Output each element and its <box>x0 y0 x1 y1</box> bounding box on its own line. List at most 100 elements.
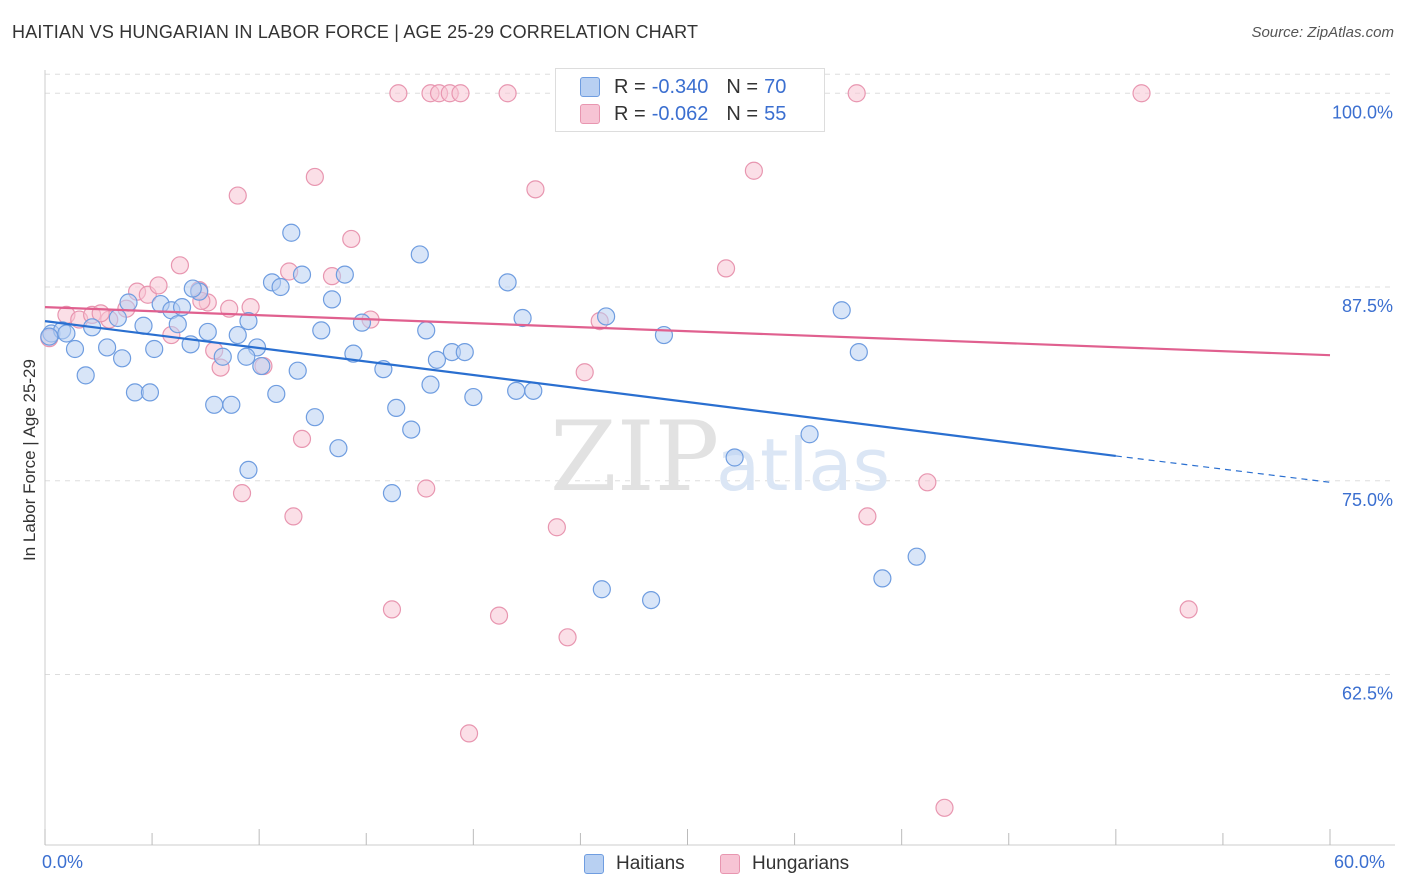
legend-n-label: N = <box>726 102 759 125</box>
hungarian-point-17 <box>228 186 247 205</box>
hungarian-point-25 <box>342 229 361 249</box>
haitian-point-20 <box>198 322 217 342</box>
hungarian-point-37 <box>526 180 545 199</box>
haitian-point-68 <box>237 347 256 366</box>
y-tick-label-0: 62.5% <box>1342 684 1393 704</box>
haitian-point-28 <box>252 356 271 376</box>
hungarian-points <box>40 84 1198 817</box>
hungarian-point-51 <box>1132 84 1151 103</box>
haitian-point-33 <box>288 361 307 380</box>
haitian-point-8 <box>112 349 132 368</box>
legend-r-value-hungarians: -0.062 <box>651 102 709 125</box>
y-axis-label: In Labor Force | Age 25-29 <box>20 359 39 561</box>
y-tick-label-3: 100.0% <box>1332 102 1393 122</box>
haitian-point-23 <box>222 395 241 414</box>
haitian-point-3 <box>65 339 85 359</box>
haitian-point-40 <box>344 344 363 363</box>
haitian-point-69 <box>183 279 202 298</box>
haitian-point-63 <box>832 301 851 320</box>
hungarian-point-47 <box>847 84 866 103</box>
hungarian-point-35 <box>489 606 509 625</box>
haitian-point-32 <box>282 223 301 242</box>
axes <box>44 70 1395 846</box>
correlation-legend: R = -0.340 N = 70 R = -0.062 N = 55 <box>555 68 825 132</box>
haitian-point-30 <box>267 384 286 404</box>
watermark: ZIP atlas <box>550 401 890 513</box>
haitian-point-61 <box>725 448 744 467</box>
hungarian-point-52 <box>1179 600 1198 619</box>
haitian-point-67 <box>40 327 59 346</box>
haitian-point-36 <box>312 321 331 340</box>
y-tick-label-1: 75.0% <box>1342 490 1393 510</box>
legend-n-label: N = <box>726 75 759 98</box>
hungarian-point-49 <box>918 473 937 492</box>
haitian-point-43 <box>382 484 402 503</box>
hungarian-point-8 <box>149 276 168 295</box>
watermark-zip: ZIP <box>550 401 719 513</box>
chart-title: HAITIAN VS HUNGARIAN IN LABOR FORCE | AG… <box>12 22 699 42</box>
hungarian-point-38 <box>547 518 566 537</box>
legend-swatch-haitians <box>580 77 600 97</box>
haitian-point-52 <box>464 387 483 407</box>
haitian-point-39 <box>335 265 354 284</box>
haitian-point-47 <box>417 321 436 340</box>
haitian-point-51 <box>455 343 474 362</box>
series-legend-haitians[interactable]: Haitians <box>584 852 685 876</box>
haitian-point-45 <box>402 420 421 439</box>
hungarian-point-36 <box>498 84 517 103</box>
haitian-point-16 <box>168 315 187 334</box>
series-label-haitians: Haitians <box>616 853 685 874</box>
haitian-point-64 <box>849 343 868 362</box>
haitian-point-38 <box>329 439 348 458</box>
haitian-points <box>40 223 926 610</box>
hungarian-point-40 <box>575 363 594 382</box>
hungarian-point-27 <box>382 600 402 619</box>
haitian-point-44 <box>387 398 406 417</box>
legend-r-label: R = <box>614 75 646 98</box>
haitian-point-53 <box>498 273 517 292</box>
series-swatch-haitians <box>584 854 604 874</box>
haitian-point-25 <box>239 312 258 331</box>
series-label-hungarians: Hungarians <box>752 853 850 874</box>
legend-n-value-hungarians: 55 <box>764 102 787 125</box>
legend-r-value-haitians: -0.340 <box>651 75 709 98</box>
haitian-point-7 <box>108 308 127 328</box>
haitian-point-24 <box>228 325 247 345</box>
haitian-point-46 <box>410 245 429 264</box>
hungarian-trend-line <box>44 306 1331 357</box>
series-swatch-hungarians <box>720 854 740 874</box>
hungarian-point-39 <box>558 628 577 647</box>
legend-n-value-haitians: 70 <box>764 75 787 98</box>
haitian-point-34 <box>292 265 312 284</box>
haitian-point-59 <box>641 590 661 610</box>
legend-row-hungarians: R = -0.062 N = 55 <box>580 102 786 126</box>
haitian-point-26 <box>239 460 258 479</box>
legend-swatch-hungarians <box>580 104 600 124</box>
haitian-point-31 <box>271 277 290 297</box>
haitian-point-6 <box>98 338 117 357</box>
haitian-point-65 <box>873 569 892 588</box>
haitian-point-57 <box>592 580 611 599</box>
trend-lines <box>44 306 1331 483</box>
hungarian-point-22 <box>292 429 312 448</box>
haitian-point-21 <box>205 395 224 414</box>
haitian-point-58 <box>597 307 616 326</box>
series-legend-hungarians[interactable]: Hungarians <box>720 852 849 876</box>
haitian-point-54 <box>507 381 526 400</box>
hungarian-point-29 <box>417 479 436 498</box>
haitian-point-62 <box>800 425 819 444</box>
haitian-point-4 <box>76 366 95 385</box>
hungarian-point-10 <box>170 256 190 275</box>
legend-row-haitians: R = -0.340 N = 70 <box>580 75 786 99</box>
haitian-point-41 <box>352 313 372 332</box>
y-tick-label-2: 87.5% <box>1342 296 1393 316</box>
x-tick-label-max: 60.0% <box>1334 852 1386 872</box>
haitian-point-49 <box>427 350 447 369</box>
haitian-point-12 <box>140 383 160 402</box>
hungarian-point-48 <box>858 507 877 526</box>
hungarian-point-33 <box>451 84 470 103</box>
hungarian-point-28 <box>389 84 408 103</box>
haitian-point-55 <box>513 308 532 328</box>
haitian-point-35 <box>305 408 324 427</box>
